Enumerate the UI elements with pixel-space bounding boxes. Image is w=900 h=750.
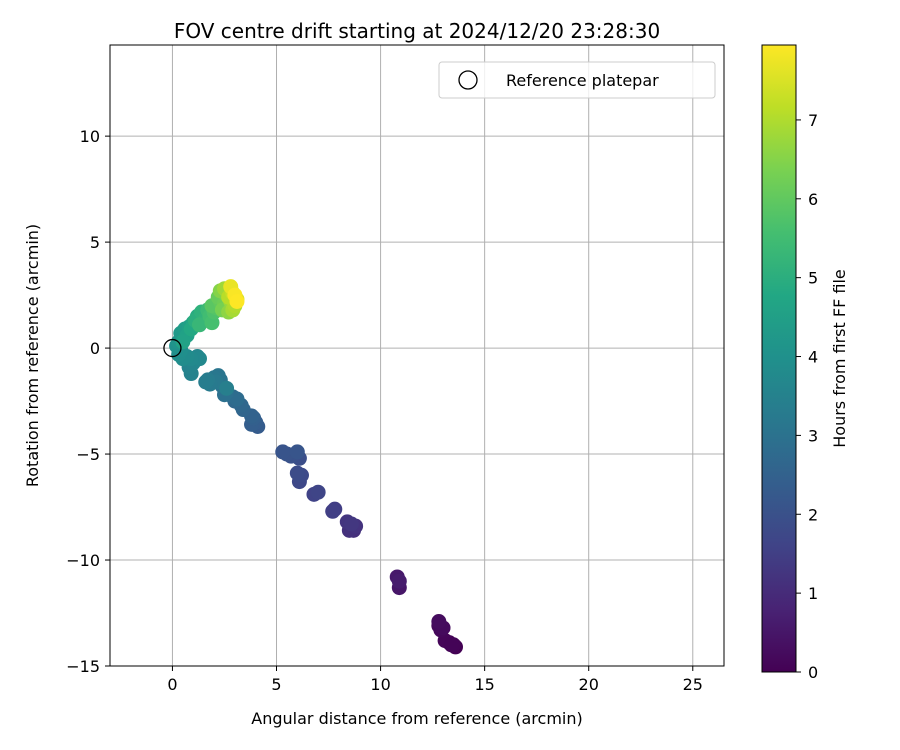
reference-marker (163, 338, 182, 358)
x-tick-label-0: 0 (167, 675, 177, 694)
colorbar-tick-label-0: 0 (808, 663, 818, 682)
x-tick-label-5: 25 (683, 675, 703, 694)
colorbar-tick-label-1: 1 (808, 584, 818, 603)
x-tick-label-2: 10 (370, 675, 390, 694)
chart-title: FOV centre drift starting at 2024/12/20 … (174, 19, 660, 43)
data-point-8 (443, 637, 459, 653)
data-point-20 (310, 484, 326, 500)
colorbar-tick-label-5: 5 (808, 269, 818, 288)
y-tick-label-1: −10 (66, 551, 100, 570)
grid-lines (110, 45, 724, 667)
y-axis-label: Rotation from reference (arcmin) (23, 224, 42, 487)
x-axis-ticks: 0 5 10 15 20 25 (167, 666, 703, 694)
y-tick-label-3: 0 (90, 339, 100, 358)
y-axis-ticks: −15 −10 −5 0 5 10 (66, 127, 110, 676)
data-points (169, 279, 464, 655)
data-point-28 (275, 444, 291, 460)
legend-box (438, 61, 716, 99)
data-point-16 (343, 516, 359, 532)
data-point-50 (219, 380, 235, 396)
x-axis-label: Angular distance from reference (arcmin) (251, 709, 582, 728)
data-point-49 (198, 374, 214, 390)
legend: Reference platepar (438, 61, 716, 99)
plot-frame (109, 44, 725, 667)
legend-marker-circle-icon (458, 70, 478, 90)
x-tick-label-3: 15 (474, 675, 494, 694)
x-tick-label-1: 5 (271, 675, 281, 694)
data-point-98 (229, 293, 245, 309)
colorbar-tick-label-6: 6 (808, 190, 818, 209)
colorbar-ticks: 0 1 2 3 4 5 6 7 (796, 111, 818, 682)
colorbar-tick-label-3: 3 (808, 426, 818, 445)
colorbar-tick-label-4: 4 (808, 348, 818, 367)
x-tick-label-4: 20 (579, 675, 599, 694)
colorbar-tick-label-7: 7 (808, 111, 818, 130)
data-point-11 (391, 573, 407, 589)
y-tick-label-2: −5 (76, 445, 100, 464)
data-point-7 (431, 613, 447, 629)
legend-entry-reference: Reference platepar (506, 71, 659, 90)
data-point-23 (289, 465, 305, 481)
colorbar-gradient (761, 44, 797, 673)
colorbar: 0 1 2 3 4 5 6 7 Hours from first FF file (761, 44, 849, 682)
colorbar-label: Hours from first FF file (830, 269, 849, 448)
data-point-18 (325, 503, 341, 519)
data-point-68 (175, 334, 191, 350)
colorbar-tick-label-2: 2 (808, 505, 818, 524)
data-point-29 (289, 444, 305, 460)
y-tick-label-0: −15 (66, 657, 100, 676)
y-tick-label-5: 10 (80, 127, 100, 146)
y-tick-label-4: 5 (90, 233, 100, 252)
data-point-75 (191, 317, 207, 333)
reference-marker-group (163, 338, 182, 358)
